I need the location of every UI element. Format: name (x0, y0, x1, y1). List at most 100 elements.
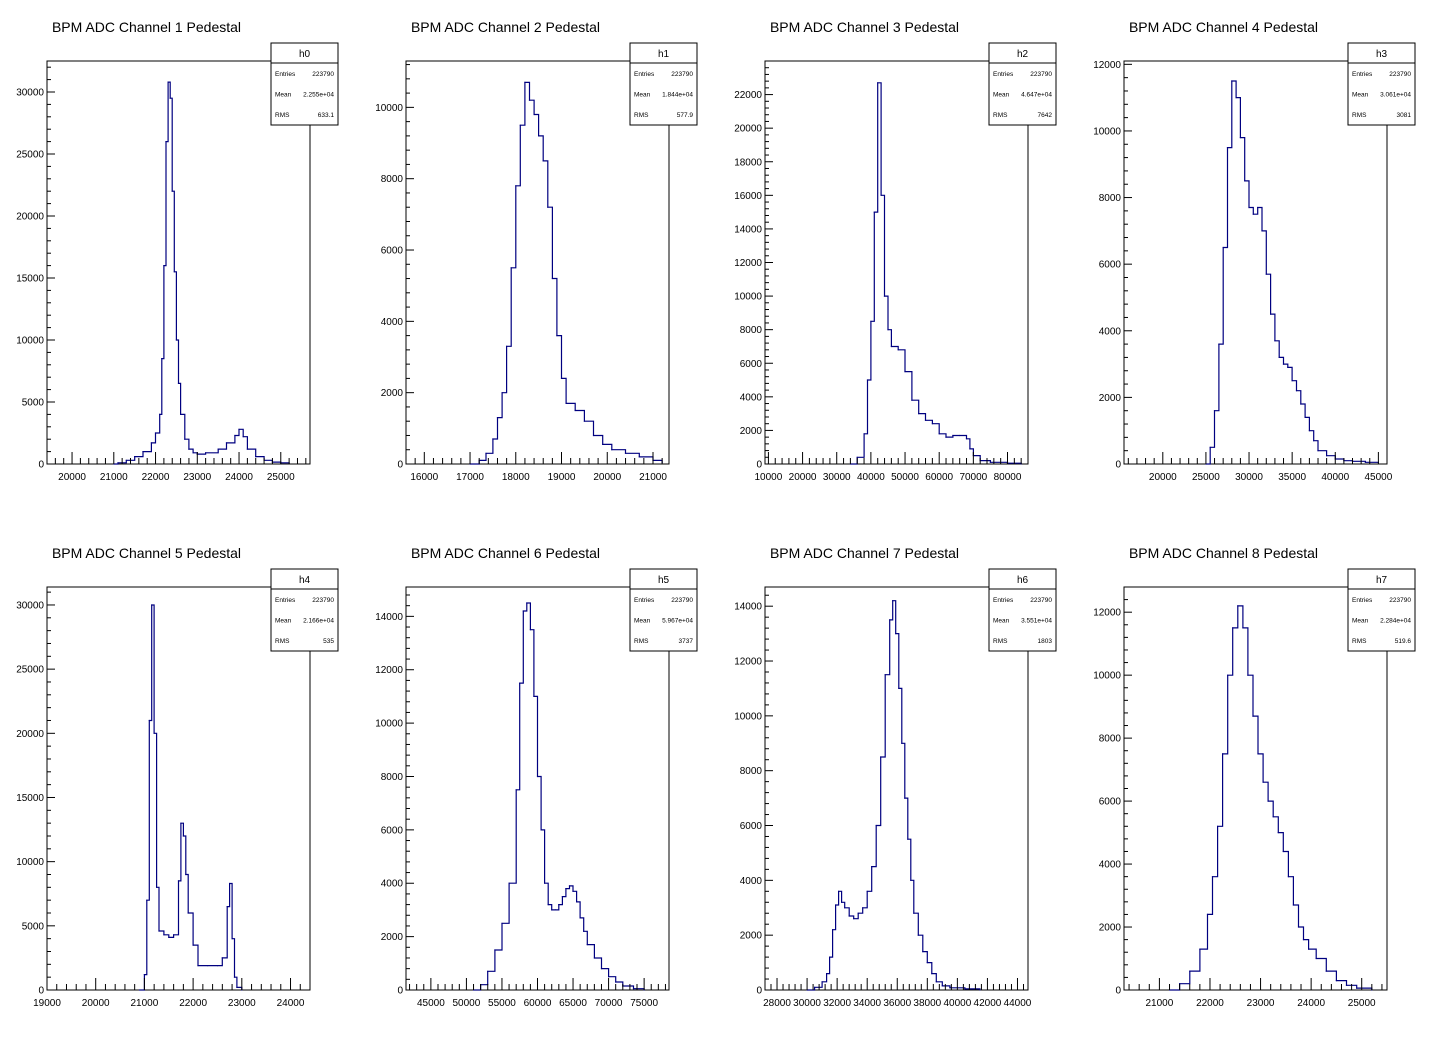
y-tick-label: 0 (756, 460, 762, 471)
y-tick-label: 12000 (734, 258, 762, 269)
histogram-line (850, 82, 1022, 465)
histogram-bin-point (863, 433, 865, 435)
histogram-bin-point (931, 423, 934, 425)
histogram-bin-point (907, 838, 909, 840)
histogram-bin-point (554, 909, 556, 911)
x-tick-label: 22000 (142, 472, 170, 483)
stats-box: h1 Entries 223790 Mean 1.844e+04 RMS 577.9 (629, 42, 698, 126)
histogram-bin-point (1304, 416, 1306, 418)
x-tick-label: 75000 (630, 998, 658, 1009)
histogram-panel-8: BPM ADC Channel 8 Pedestal 0 2000 4000 6000 8… (1093, 545, 1416, 1009)
histogram-bin-point (238, 428, 240, 430)
histogram-bin-point (492, 438, 494, 440)
histogram-bin-point (1262, 781, 1264, 783)
histogram-bin-point (1209, 446, 1211, 448)
histogram-bin-point (615, 981, 617, 983)
histogram-bin-point (592, 434, 595, 437)
histogram-bin-point (814, 986, 816, 988)
y-tick-label: 6000 (740, 359, 763, 370)
histogram-bin-point (848, 915, 850, 917)
histogram-bin-point (870, 320, 872, 322)
histogram-bin-point (904, 371, 906, 373)
stats-mean-label: Mean (1352, 92, 1369, 99)
y-tick-label: 14000 (734, 602, 762, 613)
histogram-bin-point (969, 448, 971, 450)
histogram-bin-point (1287, 366, 1289, 368)
histogram-panel-2: BPM ADC Channel 2 Pedestal 0 2000 4000 6000 8… (375, 19, 698, 483)
y-tick-label: 10000 (734, 292, 762, 303)
y-tick-label: 14000 (375, 612, 403, 623)
histogram-bin-point (841, 901, 843, 903)
histogram-bin-point (856, 456, 858, 458)
x-tick-label: 21000 (100, 472, 128, 483)
stats-rms-label: RMS (993, 638, 1008, 645)
histogram-bin-point (522, 610, 524, 612)
y-tick-label: 4000 (1099, 326, 1122, 337)
histogram-bin-point (910, 879, 912, 881)
x-tick-label: 20000 (82, 998, 110, 1009)
y-tick-label: 12000 (1093, 608, 1121, 619)
stats-mean-value: 2.284e+04 (1380, 618, 1411, 625)
stats-box-frame (629, 568, 698, 652)
x-tick-label: 21000 (1145, 998, 1173, 1009)
histogram-bin-point (871, 866, 873, 868)
histogram-panel-5: BPM ADC Channel 5 Pedestal 0 5000 10000 1500… (16, 545, 339, 1009)
histogram-bin-point (161, 358, 163, 360)
stats-histogram-name: h0 (299, 49, 311, 60)
histogram-bin-point (926, 962, 928, 964)
stats-box: h4 Entries 223790 Mean 2.166e+04 RMS 535 (270, 568, 339, 652)
histogram-bin-point (556, 335, 558, 337)
histogram-bin-point (180, 413, 182, 415)
stats-mean-value: 1.844e+04 (662, 92, 693, 99)
y-tick-label: 6000 (1099, 260, 1122, 271)
histogram-bin-point (207, 965, 209, 967)
histogram-bin-point (515, 789, 517, 791)
x-tick-label: 24000 (277, 998, 305, 1009)
y-tick-label: 8000 (381, 174, 404, 185)
y-tick-label: 22000 (734, 90, 762, 101)
histogram-panel-6: BPM ADC Channel 6 Pedestal 0 2000 4000 6000 8… (375, 545, 698, 1009)
stats-entries-value: 223790 (1030, 71, 1052, 78)
histogram-bin-point (600, 968, 603, 970)
stats-entries-label: Entries (275, 597, 296, 604)
histogram-bin-point (158, 930, 160, 932)
histogram-bin-point (163, 265, 165, 267)
histogram-bin-point (551, 909, 553, 911)
y-tick-label: 8000 (381, 772, 404, 783)
stats-box-frame (988, 568, 1057, 652)
histogram-bin-point (515, 185, 517, 187)
x-tick-label: 28000 (763, 998, 791, 1009)
histogram-bin-point (1313, 440, 1315, 442)
y-tick-label: 0 (1115, 986, 1121, 997)
histogram-bin-point (533, 113, 535, 116)
histogram-bin-point (529, 629, 532, 631)
histogram-bin-point (1345, 984, 1348, 986)
stats-mean-value: 3.061e+04 (1380, 92, 1411, 99)
stats-rms-value: 633.1 (318, 112, 335, 119)
histogram-bin-point (117, 462, 119, 464)
y-tick-label: 15000 (16, 274, 44, 285)
stats-entries-label: Entries (1352, 71, 1373, 78)
histogram-bin-point (231, 938, 233, 940)
stats-histogram-name: h4 (299, 575, 311, 586)
stats-mean-value: 5.967e+04 (662, 618, 693, 625)
x-tick-label: 30000 (793, 998, 821, 1009)
x-tick-label: 24000 (1297, 998, 1325, 1009)
histogram-bin-point (624, 452, 627, 454)
histogram-bin-point (1232, 627, 1234, 629)
histogram-bin-point (1265, 273, 1267, 275)
histogram-bin-point (949, 987, 951, 989)
y-tick-label: 12000 (375, 665, 403, 676)
histogram-bin-point (989, 461, 992, 463)
y-tick-label: 20000 (734, 124, 762, 135)
x-tick-label: 19000 (548, 472, 576, 483)
x-tick-label: 50000 (453, 998, 481, 1009)
histogram-bin-point (611, 449, 613, 451)
histogram-bin-point (138, 989, 141, 991)
stats-entries-label: Entries (993, 597, 1014, 604)
stats-rms-value: 3081 (1397, 112, 1412, 119)
stats-rms-label: RMS (634, 638, 649, 645)
x-tick-label: 20000 (58, 472, 86, 483)
histogram-bin-point (574, 409, 576, 412)
histogram-bin-point (192, 944, 194, 946)
